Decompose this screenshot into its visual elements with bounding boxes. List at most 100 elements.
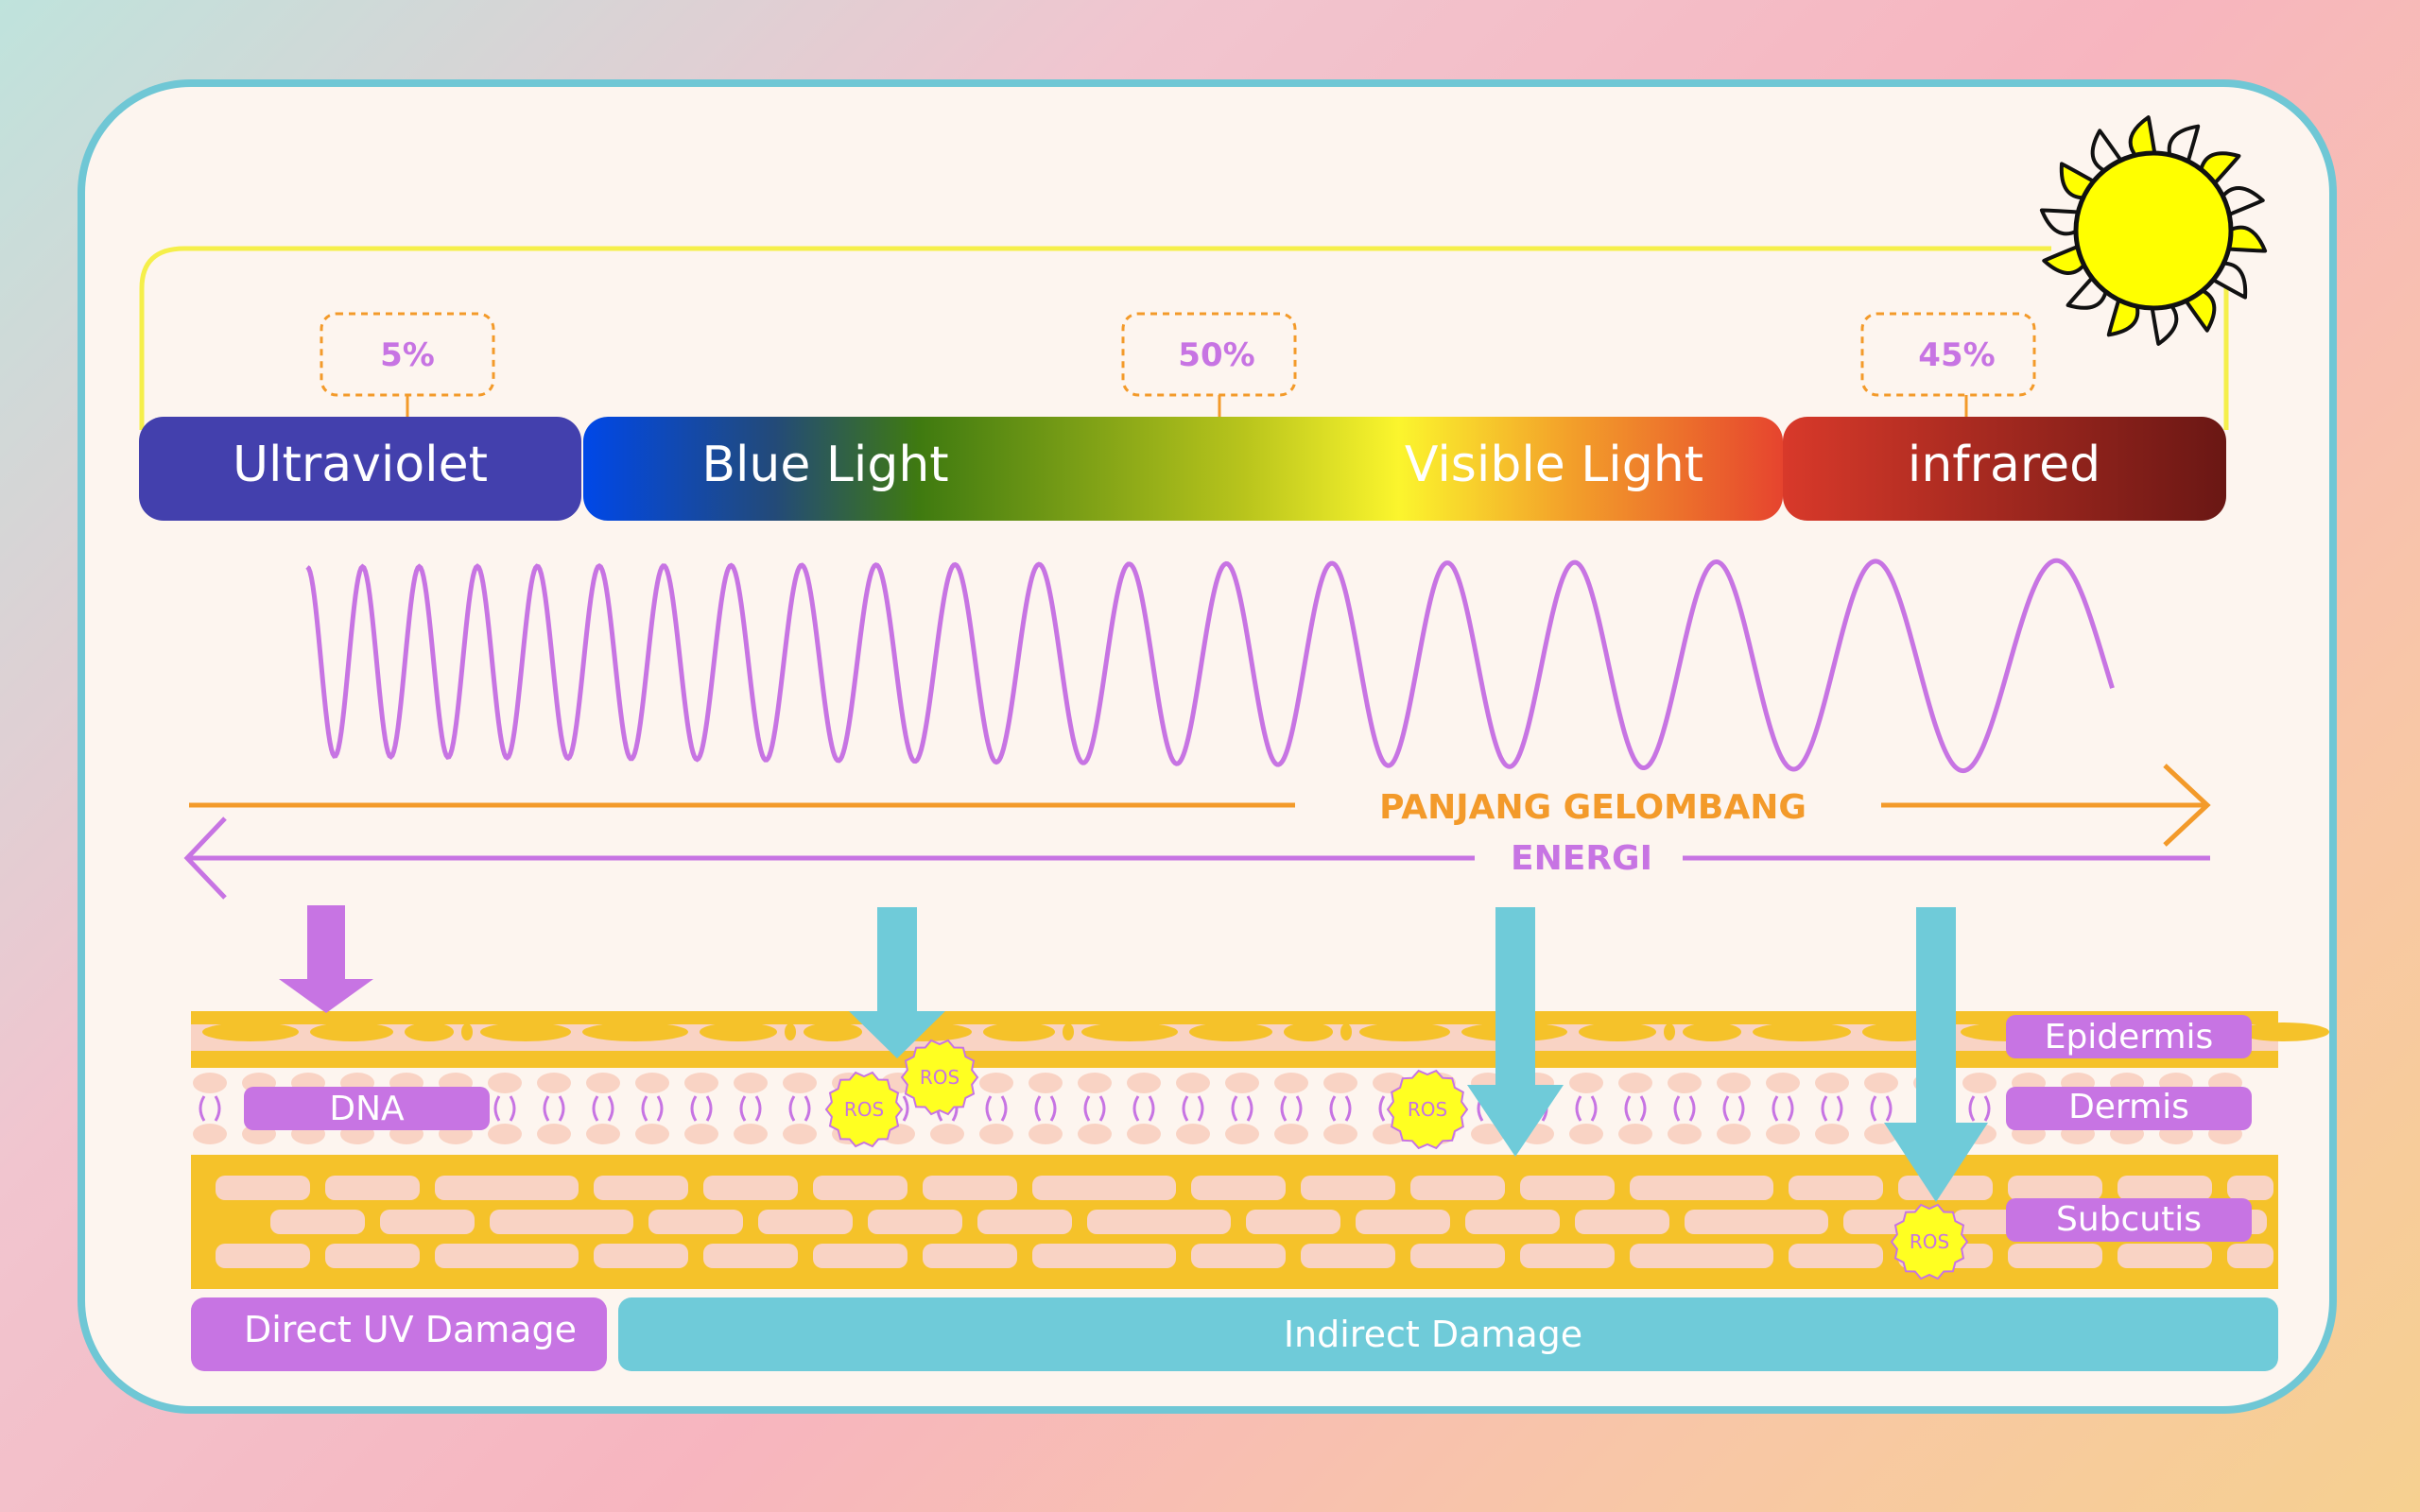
band-ultraviolet: Ultraviolet — [139, 417, 581, 521]
dermis-cell-top — [1078, 1073, 1112, 1093]
energy-arrow: ENERGI — [183, 816, 2210, 900]
fat-cell — [2008, 1244, 2102, 1268]
fat-cell — [1630, 1244, 1773, 1268]
epidermis-cell — [1683, 1022, 1741, 1041]
dermis-cell-bottom — [1668, 1124, 1702, 1144]
dermis-cell-bottom — [586, 1124, 620, 1144]
fat-cell — [1301, 1244, 1395, 1268]
indirect-damage-label: Indirect Damage — [1284, 1314, 1582, 1355]
fat-cell — [1630, 1176, 1773, 1200]
ros-badge: ROS — [1890, 1203, 1969, 1280]
fat-cell — [1789, 1176, 1883, 1200]
ros-badge: ROS — [824, 1071, 904, 1148]
dermis-cell-bottom — [1618, 1124, 1652, 1144]
dermis-cell-top — [1225, 1073, 1259, 1093]
band-visible-light-label: Visible Light — [1405, 437, 1703, 493]
dermis-cell-bottom — [635, 1124, 669, 1144]
fat-cell — [1191, 1176, 1286, 1200]
indirect-damage-bar: Indirect Damage — [618, 1297, 2278, 1371]
dermis-cell-bottom — [1028, 1124, 1063, 1144]
dermis-cell-bottom — [783, 1124, 817, 1144]
fat-cell — [216, 1244, 310, 1268]
fat-cell — [1246, 1210, 1340, 1234]
wavelength-arrow: PANJANG GELOMBANG — [189, 764, 2211, 847]
dermis-cell-top — [586, 1073, 620, 1093]
fat-cell — [923, 1176, 1017, 1200]
fat-cell — [2118, 1244, 2212, 1268]
fat-cell — [977, 1210, 1072, 1234]
sun-icon — [2039, 115, 2268, 346]
dermis-cell-bottom — [1717, 1124, 1751, 1144]
dermis-cell-top — [1569, 1073, 1603, 1093]
dermis-cell-bottom — [684, 1124, 718, 1144]
percentage-visible-text: 50% — [1178, 336, 1254, 374]
epidermis-cell — [405, 1022, 454, 1041]
dermis-cell-bottom — [1323, 1124, 1357, 1144]
fat-cell — [216, 1176, 310, 1200]
dermis-cell-top — [979, 1073, 1013, 1093]
ros-label: ROS — [1910, 1230, 1949, 1253]
fat-cell — [1032, 1244, 1176, 1268]
fat-cell — [1520, 1244, 1615, 1268]
fat-cell — [1087, 1210, 1231, 1234]
fat-cell — [813, 1244, 908, 1268]
percentage-infrared: 45% — [1860, 312, 2036, 418]
dermis-cell-top — [734, 1073, 768, 1093]
fat-cell — [325, 1244, 420, 1268]
dermis-cell-top — [537, 1073, 571, 1093]
dermis-cell-top — [1766, 1073, 1800, 1093]
epidermis-cell — [310, 1022, 393, 1041]
epidermis-cell — [700, 1022, 777, 1041]
ros-badge: ROS — [1386, 1069, 1469, 1150]
dermis-cell-bottom — [1815, 1124, 1849, 1144]
energy-label: ENERGI — [1511, 839, 1652, 878]
fat-cell — [1356, 1210, 1450, 1234]
dermis-cell-bottom — [537, 1124, 571, 1144]
subcutis-fat-cells — [216, 1176, 2273, 1268]
layer-label-epidermis: Epidermis — [2006, 1015, 2252, 1058]
subcutis-label: Subcutis — [2056, 1200, 2202, 1239]
epidermis-cell — [1189, 1022, 1272, 1041]
fat-cell — [2227, 1244, 2273, 1268]
fat-cell — [703, 1176, 798, 1200]
fat-cell — [1685, 1210, 1828, 1234]
fat-cell — [1410, 1176, 1505, 1200]
fat-cell — [813, 1176, 908, 1200]
fat-cell — [758, 1210, 853, 1234]
dermis-cell-bottom — [1274, 1124, 1308, 1144]
dermis-cell-bottom — [1078, 1124, 1112, 1144]
fat-cell — [868, 1210, 962, 1234]
ros-badge: ROS — [900, 1039, 979, 1116]
dermis-cell-top — [1668, 1073, 1702, 1093]
dermis-cell-top — [1127, 1073, 1161, 1093]
fat-cell — [923, 1244, 1017, 1268]
uv-arrow-icon — [279, 905, 373, 1013]
dna-label-box: DNA — [244, 1087, 490, 1130]
band-infrared-label: infrared — [1908, 437, 2100, 493]
epidermis-cell — [804, 1022, 862, 1041]
dermis-cell-bottom — [1127, 1124, 1161, 1144]
fat-cell — [1898, 1176, 1993, 1200]
epidermis-label: Epidermis — [2045, 1018, 2214, 1057]
direct-damage-label: Direct UV Damage — [244, 1309, 577, 1350]
percentage-visible: 50% — [1121, 312, 1297, 418]
dermis-cell-top — [1028, 1073, 1063, 1093]
dermis-cell-bottom — [488, 1124, 522, 1144]
fat-cell — [2118, 1176, 2212, 1200]
fat-cell — [594, 1176, 688, 1200]
fat-cell — [325, 1176, 420, 1200]
dermis-cell-top — [1176, 1073, 1210, 1093]
ros-label: ROS — [844, 1098, 884, 1121]
dna-label: DNA — [329, 1090, 405, 1128]
dermis-cell-bottom — [979, 1124, 1013, 1144]
dermis-cell-bottom — [193, 1124, 227, 1144]
fat-cell — [1465, 1210, 1560, 1234]
layer-label-subcutis: Subcutis — [2006, 1198, 2252, 1242]
infrared-arrow-icon — [1884, 907, 1988, 1202]
epidermis-cell — [202, 1022, 299, 1041]
dermis-cell-top — [488, 1073, 522, 1093]
fat-cell — [2008, 1176, 2102, 1200]
fat-cell — [1032, 1176, 1176, 1200]
epidermis-cell — [1579, 1022, 1656, 1041]
